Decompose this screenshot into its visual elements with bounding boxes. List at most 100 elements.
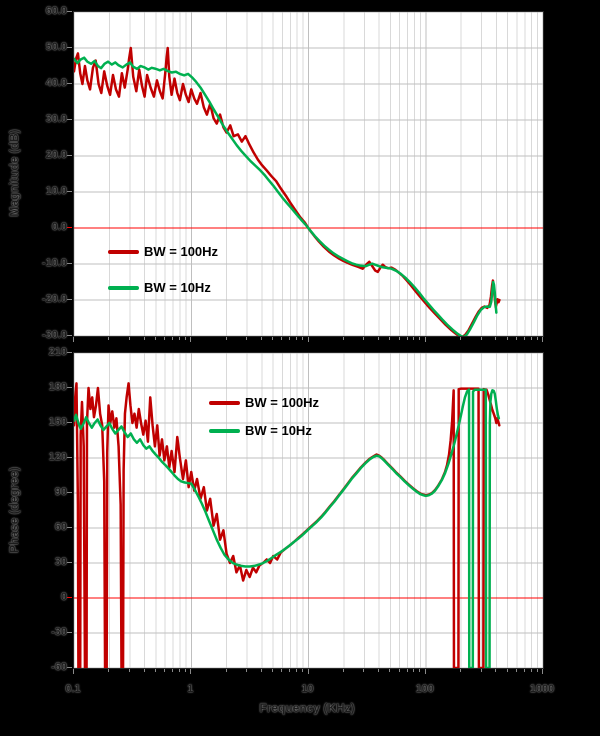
y-tick-label: 90 [54, 486, 67, 498]
legend-label-bw10hz: BW = 10Hz [245, 423, 312, 438]
frequency-axis-title: Frequency (KHz) [259, 701, 355, 715]
y-tick-mark [67, 387, 72, 388]
y-tick-mark [67, 47, 72, 48]
y-tick-mark [67, 11, 72, 12]
x-tick-mark [307, 669, 309, 674]
x-minor-tick-mark [281, 337, 283, 340]
x-minor-tick-mark [184, 337, 186, 340]
x-minor-tick-mark [178, 669, 180, 672]
x-minor-tick-mark [536, 669, 538, 672]
x-minor-tick-mark [143, 337, 145, 340]
x-tick-mark [307, 337, 309, 342]
x-minor-tick-mark [398, 337, 400, 340]
x-minor-tick-mark [272, 337, 274, 340]
y-tick-mark [67, 527, 72, 528]
x-tick-label: 0.1 [65, 683, 81, 695]
x-minor-tick-mark [515, 669, 517, 672]
x-minor-tick-mark [296, 669, 298, 672]
bw100hz-line-swatch [108, 250, 139, 254]
y-tick-mark [67, 263, 72, 264]
y-tick-label: 30.0 [45, 113, 67, 125]
y-tick-label: 40.0 [45, 77, 67, 89]
x-minor-tick-mark [515, 337, 517, 340]
y-tick-mark [67, 191, 72, 192]
y-tick-mark [67, 457, 72, 458]
x-minor-tick-mark [296, 337, 298, 340]
x-minor-tick-mark [363, 669, 365, 672]
x-minor-tick-mark [225, 337, 227, 340]
x-minor-tick-mark [480, 337, 482, 340]
x-tick-label: 1 [187, 683, 194, 695]
y-tick-label: 20.0 [45, 149, 67, 161]
y-tick-mark [67, 83, 72, 84]
x-minor-tick-mark [289, 337, 291, 340]
x-minor-tick-mark [406, 337, 408, 340]
x-minor-tick-mark [178, 337, 180, 340]
x-minor-tick-mark [272, 669, 274, 672]
y-tick-mark [67, 299, 72, 300]
magnitude-axis-title: Magnitude (dB) [7, 129, 21, 217]
x-minor-tick-mark [378, 337, 380, 340]
x-minor-tick-mark [302, 337, 304, 340]
x-minor-tick-mark [530, 669, 532, 672]
x-tick-mark [190, 669, 192, 674]
x-minor-tick-mark [419, 337, 421, 340]
x-minor-tick-mark [225, 669, 227, 672]
x-minor-tick-mark [154, 337, 156, 340]
x-minor-tick-mark [536, 337, 538, 340]
y-tick-label: -10.0 [41, 257, 67, 269]
magnitude-plot [74, 12, 543, 336]
phase-plot [74, 353, 543, 668]
legend-label-bw100hz: BW = 100Hz [144, 244, 219, 259]
x-minor-tick-mark [302, 669, 304, 672]
y-tick-label: -30 [51, 626, 67, 638]
y-tick-mark [67, 119, 72, 120]
x-minor-tick-mark [398, 669, 400, 672]
x-minor-tick-mark [164, 669, 166, 672]
x-minor-tick-mark [413, 337, 415, 340]
x-minor-tick-mark [281, 669, 283, 672]
x-minor-tick-mark [406, 669, 408, 672]
x-tick-label: 100 [415, 683, 434, 695]
y-tick-label: 0 [60, 591, 67, 603]
x-minor-tick-mark [413, 669, 415, 672]
x-minor-tick-mark [460, 669, 462, 672]
y-tick-mark [67, 422, 72, 423]
y-tick-label: 120 [48, 451, 67, 463]
x-minor-tick-mark [419, 669, 421, 672]
y-tick-mark [67, 632, 72, 633]
y-tick-mark [67, 597, 72, 598]
x-minor-tick-mark [260, 337, 262, 340]
x-minor-tick-mark [389, 669, 391, 672]
x-minor-tick-mark [143, 669, 145, 672]
y-tick-label: 30 [54, 556, 67, 568]
x-minor-tick-mark [342, 669, 344, 672]
y-tick-mark [67, 155, 72, 156]
y-tick-mark [67, 492, 72, 493]
y-tick-label: -30.0 [41, 329, 67, 341]
legend-item-bw100hz: BW = 100Hz [108, 245, 218, 259]
y-tick-label: 10.0 [45, 185, 67, 197]
x-minor-tick-mark [164, 337, 166, 340]
x-tick-mark [73, 337, 74, 342]
y-tick-label: -20.0 [41, 293, 67, 305]
y-tick-label: -60 [51, 661, 67, 673]
y-tick-mark [67, 667, 72, 668]
x-minor-tick-mark [378, 669, 380, 672]
x-tick-label: 10 [301, 683, 314, 695]
x-minor-tick-mark [363, 337, 365, 340]
x-tick-mark [424, 337, 426, 342]
x-minor-tick-mark [128, 669, 130, 672]
x-tick-mark [542, 337, 543, 342]
x-minor-tick-mark [172, 337, 174, 340]
x-minor-tick-mark [530, 337, 532, 340]
x-minor-tick-mark [172, 669, 174, 672]
x-tick-mark [73, 669, 74, 674]
x-minor-tick-mark [108, 669, 110, 672]
y-tick-label: 60 [54, 521, 67, 533]
x-minor-tick-mark [495, 337, 497, 340]
x-minor-tick-mark [289, 669, 291, 672]
x-minor-tick-mark [108, 337, 110, 340]
legend-item-bw100hz: BW = 100Hz [209, 396, 319, 410]
